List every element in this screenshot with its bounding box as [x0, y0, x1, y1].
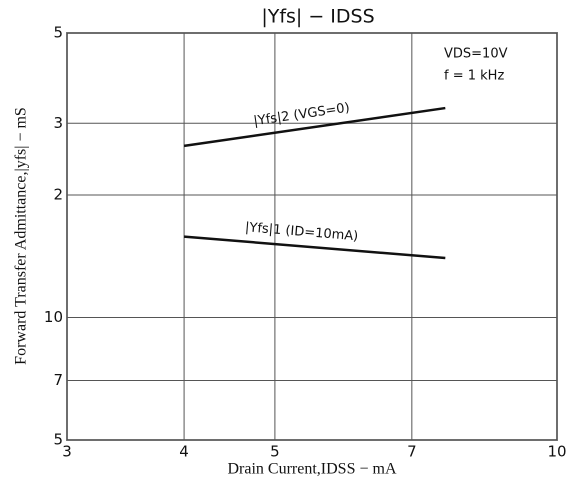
- y-tick-label: 2: [53, 185, 63, 203]
- y-tick-label: 5: [53, 24, 63, 42]
- x-tick-label: 10: [547, 443, 566, 461]
- y-tick-label: 5: [53, 431, 63, 449]
- y-axis-label: Forward Transfer Admittance,|yfs| − mS: [13, 107, 30, 365]
- series-line: [183, 106, 446, 148]
- y-tick-label: 7: [53, 371, 63, 389]
- chart-title: |Yfs| − IDSS: [261, 6, 374, 28]
- x-axis-label: Drain Current,IDSS − mA: [227, 461, 396, 478]
- series-label: |Yfs|1 (ID=10mA): [244, 220, 358, 244]
- y-tick-label: 3: [53, 114, 63, 132]
- annotation: f = 1 kHz: [444, 69, 504, 84]
- y-tick-label: 10: [44, 308, 63, 326]
- series-line: [183, 235, 446, 260]
- x-tick-label: 4: [179, 443, 189, 461]
- x-tick-label: 7: [407, 443, 417, 461]
- x-tick-label: 3: [62, 443, 72, 461]
- x-tick-label: 5: [270, 443, 280, 461]
- annotation: VDS=10V: [444, 47, 508, 62]
